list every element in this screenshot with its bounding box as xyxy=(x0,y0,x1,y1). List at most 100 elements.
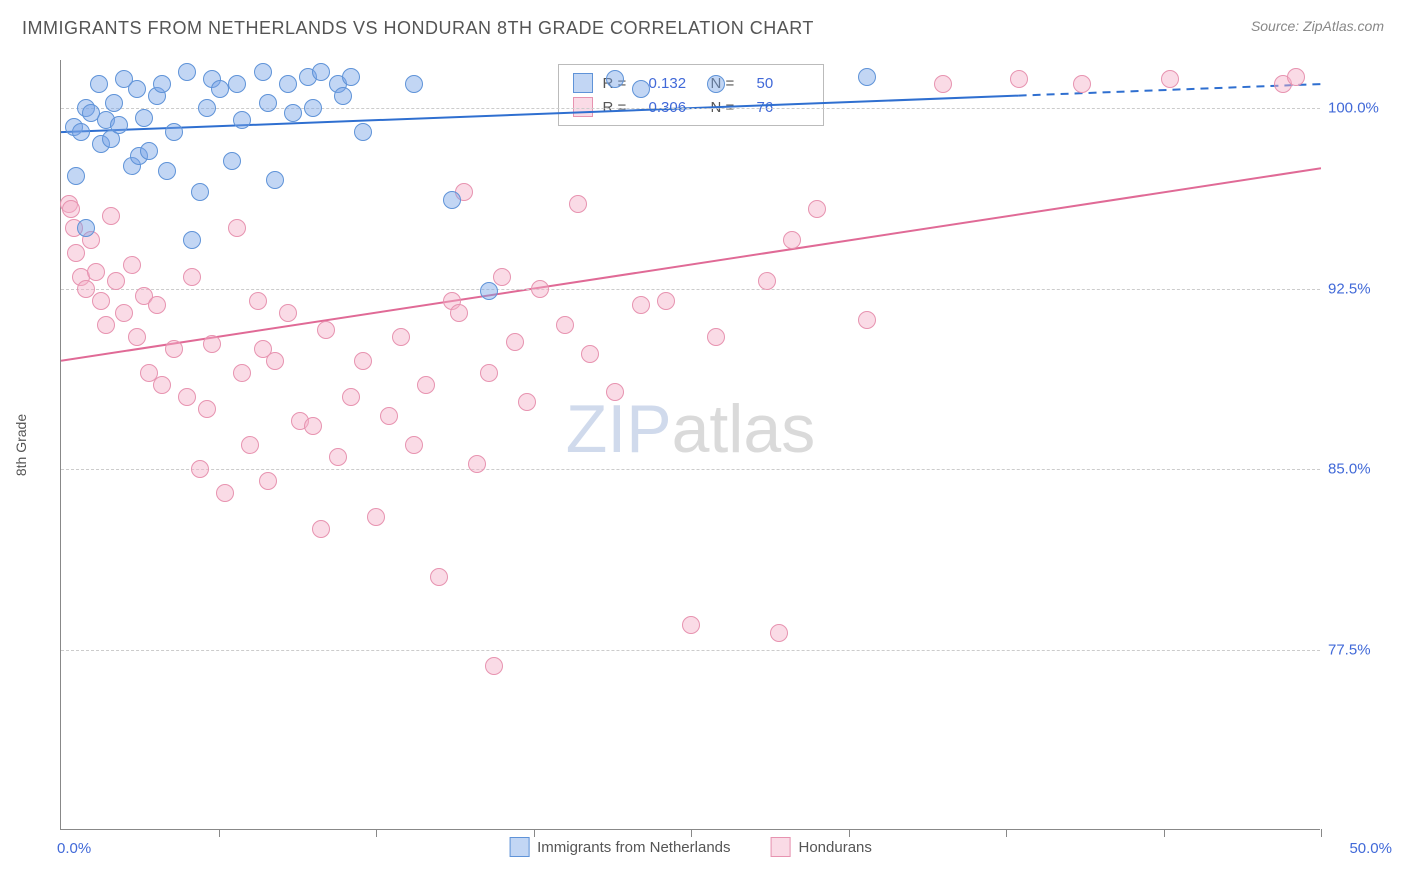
data-point-hondurans xyxy=(266,352,284,370)
data-point-netherlands xyxy=(140,142,158,160)
data-point-hondurans xyxy=(367,508,385,526)
data-point-hondurans xyxy=(228,219,246,237)
source-name: ZipAtlas.com xyxy=(1303,18,1384,34)
data-point-netherlands xyxy=(110,116,128,134)
data-point-netherlands xyxy=(165,123,183,141)
n-value-netherlands: 50 xyxy=(757,75,809,92)
data-point-hondurans xyxy=(1073,75,1091,93)
data-point-hondurans xyxy=(329,448,347,466)
data-point-hondurans xyxy=(77,280,95,298)
data-point-hondurans xyxy=(317,321,335,339)
r-value-netherlands: 0.132 xyxy=(649,75,701,92)
data-point-netherlands xyxy=(72,123,90,141)
watermark-part2: atlas xyxy=(672,391,816,467)
data-point-hondurans xyxy=(758,272,776,290)
series-legend: Immigrants from Netherlands Hondurans xyxy=(509,837,872,857)
y-tick-label: 77.5% xyxy=(1328,641,1392,658)
swatch-netherlands xyxy=(573,73,593,93)
data-point-netherlands xyxy=(858,68,876,86)
x-tick xyxy=(1321,829,1322,837)
series-label-hondurans: Hondurans xyxy=(799,839,872,856)
data-point-hondurans xyxy=(707,328,725,346)
data-point-hondurans xyxy=(115,304,133,322)
data-point-netherlands xyxy=(178,63,196,81)
data-point-netherlands xyxy=(707,75,725,93)
swatch-hondurans xyxy=(771,837,791,857)
data-point-netherlands xyxy=(128,80,146,98)
data-point-netherlands xyxy=(228,75,246,93)
data-point-netherlands xyxy=(135,109,153,127)
data-point-hondurans xyxy=(241,436,259,454)
n-label: N = xyxy=(711,99,747,116)
data-point-netherlands xyxy=(342,68,360,86)
data-point-hondurans xyxy=(216,484,234,502)
x-axis-min-label: 0.0% xyxy=(57,840,91,857)
data-point-netherlands xyxy=(405,75,423,93)
data-point-netherlands xyxy=(153,75,171,93)
data-point-hondurans xyxy=(249,292,267,310)
source-attribution: Source: ZipAtlas.com xyxy=(1251,18,1384,34)
data-point-netherlands xyxy=(284,104,302,122)
data-point-netherlands xyxy=(354,123,372,141)
legend-item-netherlands: Immigrants from Netherlands xyxy=(509,837,730,857)
data-point-netherlands xyxy=(158,162,176,180)
x-tick xyxy=(691,829,692,837)
data-point-netherlands xyxy=(334,87,352,105)
data-point-hondurans xyxy=(569,195,587,213)
data-point-hondurans xyxy=(153,376,171,394)
chart-container: 8th Grade ZIPatlas R = 0.132 N = 50 R = … xyxy=(60,60,1320,830)
trend-line-hondurans xyxy=(61,168,1321,361)
data-point-netherlands xyxy=(254,63,272,81)
legend-item-hondurans: Hondurans xyxy=(771,837,872,857)
y-tick-label: 92.5% xyxy=(1328,280,1392,297)
data-point-hondurans xyxy=(531,280,549,298)
data-point-hondurans xyxy=(405,436,423,454)
data-point-hondurans xyxy=(480,364,498,382)
data-point-hondurans xyxy=(392,328,410,346)
data-point-hondurans xyxy=(858,311,876,329)
data-point-hondurans xyxy=(783,231,801,249)
x-tick xyxy=(219,829,220,837)
data-point-hondurans xyxy=(1161,70,1179,88)
data-point-hondurans xyxy=(198,400,216,418)
n-value-hondurans: 76 xyxy=(757,99,809,116)
data-point-netherlands xyxy=(279,75,297,93)
data-point-hondurans xyxy=(581,345,599,363)
r-label: R = xyxy=(603,99,639,116)
data-point-hondurans xyxy=(518,393,536,411)
gridline-horizontal xyxy=(61,289,1320,290)
data-point-hondurans xyxy=(107,272,125,290)
data-point-netherlands xyxy=(191,183,209,201)
data-point-hondurans xyxy=(493,268,511,286)
data-point-hondurans xyxy=(556,316,574,334)
r-value-hondurans: 0.306 xyxy=(649,99,701,116)
data-point-hondurans xyxy=(342,388,360,406)
data-point-hondurans xyxy=(148,296,166,314)
data-point-hondurans xyxy=(183,268,201,286)
data-point-hondurans xyxy=(380,407,398,425)
x-tick xyxy=(849,829,850,837)
data-point-hondurans xyxy=(191,460,209,478)
x-tick xyxy=(1164,829,1165,837)
plot-area: 8th Grade ZIPatlas R = 0.132 N = 50 R = … xyxy=(60,60,1320,830)
gridline-horizontal xyxy=(61,108,1320,109)
data-point-hondurans xyxy=(123,256,141,274)
data-point-hondurans xyxy=(279,304,297,322)
data-point-hondurans xyxy=(1287,68,1305,86)
data-point-hondurans xyxy=(102,207,120,225)
data-point-netherlands xyxy=(233,111,251,129)
data-point-netherlands xyxy=(198,99,216,117)
data-point-netherlands xyxy=(480,282,498,300)
chart-title: IMMIGRANTS FROM NETHERLANDS VS HONDURAN … xyxy=(22,18,814,39)
data-point-hondurans xyxy=(506,333,524,351)
data-point-hondurans xyxy=(304,417,322,435)
data-point-hondurans xyxy=(203,335,221,353)
data-point-netherlands xyxy=(443,191,461,209)
data-point-netherlands xyxy=(312,63,330,81)
data-point-netherlands xyxy=(223,152,241,170)
data-point-hondurans xyxy=(87,263,105,281)
data-point-hondurans xyxy=(62,200,80,218)
data-point-netherlands xyxy=(632,80,650,98)
data-point-hondurans xyxy=(450,304,468,322)
data-point-hondurans xyxy=(128,328,146,346)
